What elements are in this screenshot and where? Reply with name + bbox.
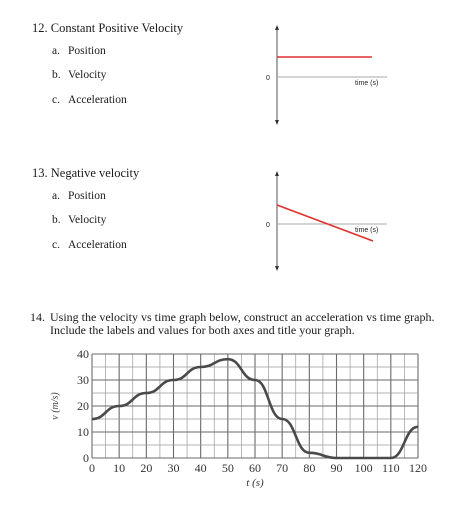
y-tick-label: 20 [77, 399, 89, 413]
q12-item-a-text: Position [68, 45, 106, 57]
q13-item-b-text: Velocity [68, 214, 107, 226]
q12-item-c-letter: c. [52, 94, 60, 106]
q12-graph: 0 time (s) [266, 25, 387, 125]
q13-item-a: a. Position [52, 190, 106, 202]
q13-item-b: b. Velocity [52, 214, 106, 226]
x-tick-label: 50 [222, 461, 234, 475]
y-tick-label: 30 [77, 373, 89, 387]
q13-y-arrow-down [275, 266, 279, 271]
x-tick-label: 30 [168, 461, 180, 475]
x-tick-label: 70 [276, 461, 288, 475]
q12-item-c-text: Acceleration [68, 94, 127, 106]
x-tick-label: 120 [409, 461, 427, 475]
x-tick-label: 100 [355, 461, 373, 475]
q13-item-a-letter: a. [52, 190, 60, 202]
q13-time-axis-label: time (s) [355, 227, 378, 234]
q14-prompt: 14. Using the velocity vs time graph bel… [30, 311, 462, 337]
x-tick-label: 10 [113, 461, 125, 475]
velocity-curve [91, 357, 419, 460]
q14-text: Using the velocity vs time graph below, … [50, 310, 435, 337]
q13-item-c: c. Acceleration [52, 239, 127, 251]
q12-item-c: c. Acceleration [52, 94, 127, 106]
q12-item-b: b. Velocity [52, 69, 106, 81]
q13-title: 13. Negative velocity [32, 166, 140, 180]
q12-time-axis-label: time (s) [355, 80, 378, 87]
x-axis-label: t (s) [246, 477, 264, 489]
y-tick-label: 10 [77, 425, 89, 439]
x-tick-label: 60 [249, 461, 261, 475]
x-tick-label: 0 [89, 461, 95, 475]
q13-graph: 0 time (s) [266, 171, 387, 271]
q13-origin-label: 0 [266, 222, 270, 229]
x-tick-label: 20 [140, 461, 152, 475]
q13-item-a-text: Position [68, 190, 106, 202]
q13-y-arrow-up [275, 171, 279, 176]
y-tick-label: 40 [77, 347, 89, 361]
q13-item-c-text: Acceleration [68, 239, 127, 251]
q12-item-b-text: Velocity [68, 69, 107, 81]
q12-y-arrow-down [275, 120, 279, 125]
x-tick-label: 90 [331, 461, 343, 475]
y-axis-label: v (m/s) [50, 392, 61, 420]
q12-item-a: a. Position [52, 45, 106, 57]
x-tick-label: 110 [382, 461, 400, 475]
q12-item-b-letter: b. [52, 69, 61, 81]
q12-origin-label: 0 [266, 75, 270, 82]
q13-velocity-line [276, 204, 374, 242]
q12-item-a-letter: a. [52, 45, 60, 57]
q13-item-b-letter: b. [52, 214, 61, 226]
q12-y-arrow-up [275, 25, 279, 30]
y-tick-label: 0 [83, 451, 89, 465]
velocity-time-chart: 0 10 20 30 40 50 60 70 80 90 100 110 120 0 10 20 30 40 t … [50, 347, 427, 489]
q13-item-c-letter: c. [52, 239, 60, 251]
x-tick-label: 80 [303, 461, 315, 475]
x-tick-label: 40 [195, 461, 207, 475]
q14-number: 14. [30, 310, 45, 324]
q12-title: 12. Constant Positive Velocity [32, 21, 184, 35]
